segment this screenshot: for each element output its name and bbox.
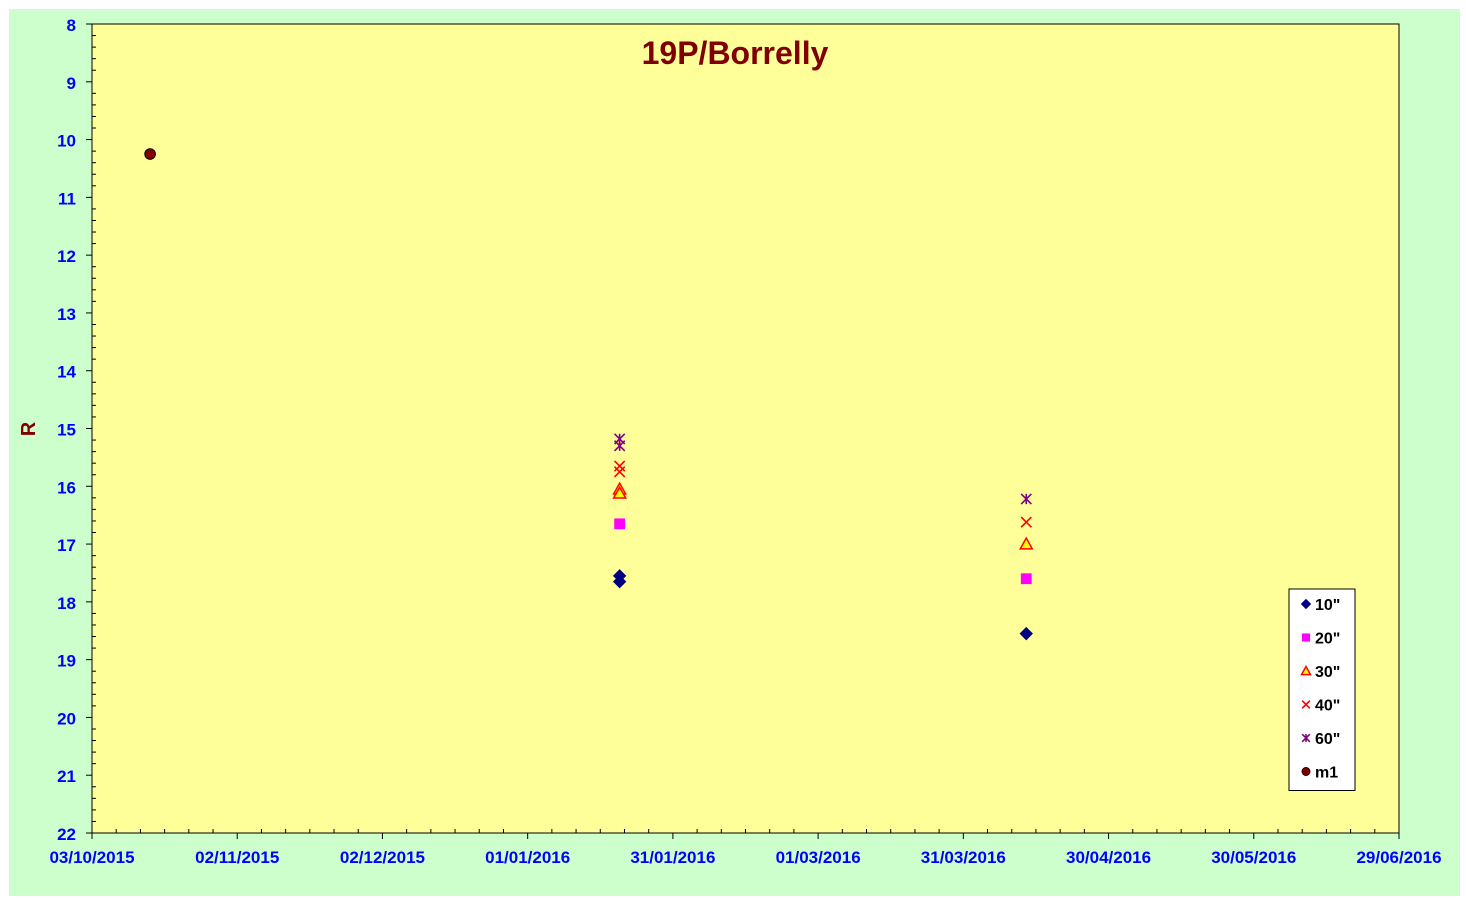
y-tick-label: 18 <box>57 594 76 613</box>
legend-marker <box>1301 633 1311 642</box>
y-tick-label: 20 <box>57 709 76 728</box>
x-tick-label: 30/04/2016 <box>1066 848 1151 867</box>
y-tick-label: 14 <box>57 363 76 382</box>
y-tick-label: 13 <box>57 305 76 324</box>
data-point <box>612 485 627 499</box>
x-tick-label: 01/03/2016 <box>776 848 861 867</box>
data-point <box>1020 573 1032 585</box>
y-tick-label: 12 <box>57 247 76 266</box>
legend-label: 30" <box>1315 664 1340 681</box>
x-tick-label: 31/01/2016 <box>630 848 715 867</box>
series-1 <box>614 518 1032 585</box>
y-tick-label: 17 <box>57 536 76 555</box>
series-4 <box>613 433 1032 505</box>
y-tick-label: 9 <box>67 74 76 93</box>
y-axis-label: R <box>18 421 40 436</box>
data-point <box>612 574 627 589</box>
chart-title: 19P/Borrelly <box>642 35 829 71</box>
legend-label: 20" <box>1315 631 1340 648</box>
y-tick-label: 16 <box>57 478 76 497</box>
y-tick-label: 19 <box>57 652 76 671</box>
y-tick-label: 21 <box>57 767 76 786</box>
y-tick-label: 22 <box>57 825 76 844</box>
plot-area <box>91 23 1400 834</box>
data-point <box>613 440 626 452</box>
x-tick-label: 29/06/2016 <box>1356 848 1441 867</box>
legend-marker <box>1301 767 1311 776</box>
series-3 <box>613 460 1032 528</box>
y-tick-label: 11 <box>58 189 76 208</box>
x-tick-label: 31/03/2016 <box>921 848 1006 867</box>
data-point <box>1018 536 1034 550</box>
legend: 10" 20" 30" 40" 60" m1 <box>1288 588 1356 791</box>
data-point <box>144 148 156 160</box>
x-tick-label: 02/12/2015 <box>340 848 425 867</box>
data-point <box>613 466 626 478</box>
legend-box <box>1288 588 1356 791</box>
y-tick-label: 10 <box>57 132 76 151</box>
data-marks-group <box>144 148 1034 641</box>
legend-marker <box>1300 664 1312 676</box>
x-tick-label: 02/11/2015 <box>195 848 279 867</box>
x-tick-label: 03/10/2015 <box>49 848 134 867</box>
y-tick-label: 15 <box>57 421 76 440</box>
y-tick-label: 8 <box>67 16 76 35</box>
x-tick-label: 30/05/2016 <box>1211 848 1296 867</box>
data-point <box>1020 516 1032 528</box>
legend-label: m1 <box>1315 765 1338 782</box>
legend-label: 10" <box>1315 597 1340 614</box>
legend-marker <box>1301 733 1311 743</box>
series-0 <box>612 569 1033 641</box>
data-point <box>1019 626 1033 641</box>
legend-label: 40" <box>1315 698 1340 715</box>
series-5 <box>144 148 156 160</box>
legend-marker <box>1301 700 1311 709</box>
data-point <box>1020 493 1032 505</box>
x-tick-label: 01/01/2016 <box>485 848 570 867</box>
legend-label: 60" <box>1315 731 1340 748</box>
data-point <box>614 518 626 530</box>
legend-marker <box>1300 598 1312 610</box>
axes-group: 8 9 10 11 12 13 14 15 16 17 18 19 20 21 22 03/10/2015 02… <box>49 16 1441 867</box>
series-2 <box>612 481 1034 550</box>
